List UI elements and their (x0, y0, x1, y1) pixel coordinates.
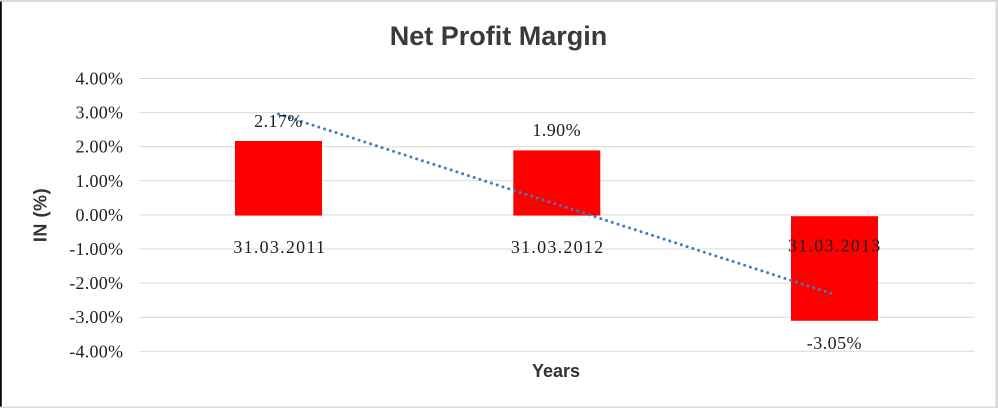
svg-text:3.00%: 3.00% (76, 103, 124, 123)
svg-text:Years: Years (532, 361, 580, 381)
svg-text:Net Profit Margin: Net Profit Margin (390, 21, 608, 51)
svg-text:4.00%: 4.00% (76, 69, 124, 89)
svg-text:2.00%: 2.00% (76, 137, 124, 157)
svg-text:IN (%): IN (%) (31, 188, 51, 242)
svg-text:1.00%: 1.00% (76, 171, 124, 191)
svg-text:31.03.2011: 31.03.2011 (233, 237, 326, 257)
svg-text:-3.05%: -3.05% (807, 333, 862, 353)
svg-text:-2.00%: -2.00% (69, 273, 123, 293)
svg-text:31.03.2012: 31.03.2012 (511, 237, 605, 257)
svg-text:-1.00%: -1.00% (69, 239, 123, 259)
svg-text:2.17%: 2.17% (254, 111, 303, 131)
svg-text:1.90%: 1.90% (532, 120, 581, 140)
svg-text:0.00%: 0.00% (76, 205, 124, 225)
svg-text:-4.00%: -4.00% (69, 341, 123, 361)
svg-text:31.03.2013: 31.03.2013 (788, 236, 882, 256)
svg-text:-3.00%: -3.00% (69, 307, 123, 327)
